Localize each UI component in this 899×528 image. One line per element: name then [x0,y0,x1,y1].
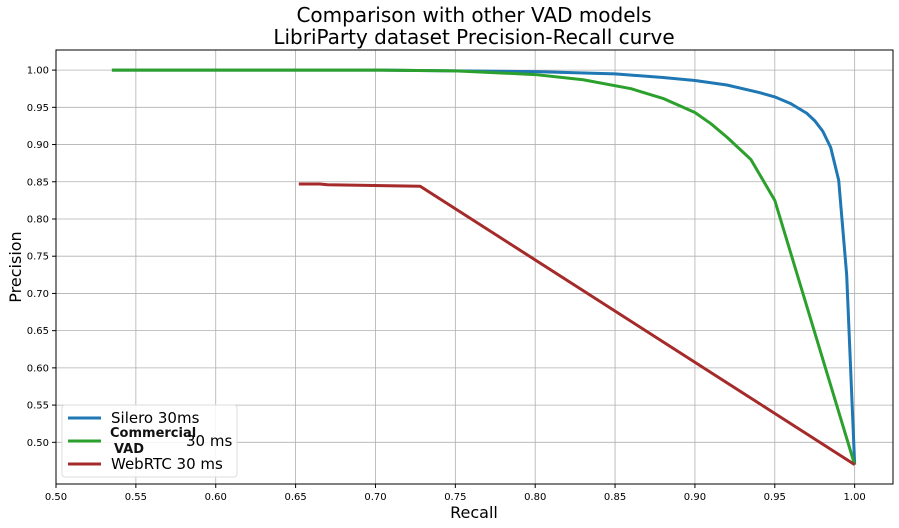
series-line-0 [111,68,857,465]
legend-label-part: Commercial [110,426,196,441]
y-tick-label: 0.85 [27,177,49,188]
plot-frame [55,49,894,485]
y-tick-label: 0.60 [27,363,49,374]
x-tick-label: 0.70 [364,492,386,503]
series-line-1 [111,68,857,466]
x-tick-label: 0.90 [684,492,706,503]
legend-label-2: WebRTC 30 ms [111,455,223,473]
legend-label-part: VAD [114,442,144,457]
x-axis-label: Recall [450,503,498,522]
x-tick-label: 1.00 [844,492,866,503]
series-line-2 [298,182,856,466]
x-tick-label: 0.75 [444,492,466,503]
x-tick-label: 0.60 [205,492,227,503]
x-tick-label: 0.85 [604,492,626,503]
legend-label-part: 30 ms [186,432,232,450]
y-tick-label: 0.75 [27,252,49,263]
series-lines [111,68,857,466]
y-tick-label: 0.50 [27,438,49,449]
y-tick-label: 0.65 [27,326,49,337]
y-tick-label: 0.90 [27,140,49,151]
legend-label-0: Silero 30ms [111,409,200,427]
ticks: 0.50 0.55 0.60 0.65 0.70 0.75 0.80 0.85 0.90 0.95… [27,66,866,503]
x-tick-label: 0.65 [284,492,306,503]
y-axis-label: Precision [6,231,25,302]
x-tick-label: 0.50 [45,492,67,503]
chart-title-line-2: LibriParty dataset Precision-Recall curv… [273,25,674,49]
x-tick-label: 0.95 [764,492,786,503]
x-tick-label: 0.55 [125,492,147,503]
y-tick-label: 0.55 [27,401,49,412]
y-tick-label: 0.80 [27,214,49,225]
chart-title-line-1: Comparison with other VAD models [296,3,651,27]
y-tick-label: 1.00 [27,66,49,77]
x-tick-label: 0.80 [524,492,546,503]
y-tick-label: 0.70 [27,289,49,300]
y-tick-label: 0.95 [27,103,49,114]
